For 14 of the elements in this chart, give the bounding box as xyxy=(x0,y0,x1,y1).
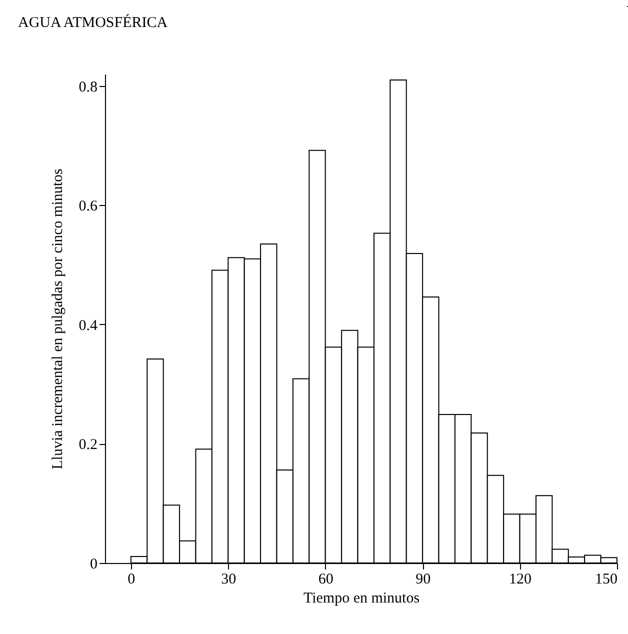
y-tick-label: 0.8 xyxy=(78,79,98,96)
y-axis-title: Lluvia incremental en pulgadas por cinco minutos xyxy=(50,168,66,470)
x-axis-title: Tiempo en minutos xyxy=(303,590,420,606)
y-tick-label: 0.4 xyxy=(78,318,98,334)
x-tick-label: 30 xyxy=(221,572,236,588)
x-tick-label: 120 xyxy=(509,572,532,588)
x-tick-label: 60 xyxy=(318,572,334,588)
x-tick-label: 150 xyxy=(595,572,618,588)
x-tick-label: 90 xyxy=(416,572,431,588)
y-tick-label: 0.6 xyxy=(78,198,98,215)
x-tick-label: 0 xyxy=(128,572,136,588)
chart-title: AGUA ATMOSFÉRICA xyxy=(18,14,168,31)
y-tick-label: 0 xyxy=(90,556,98,572)
y-tick-label: 0.2 xyxy=(78,437,98,454)
